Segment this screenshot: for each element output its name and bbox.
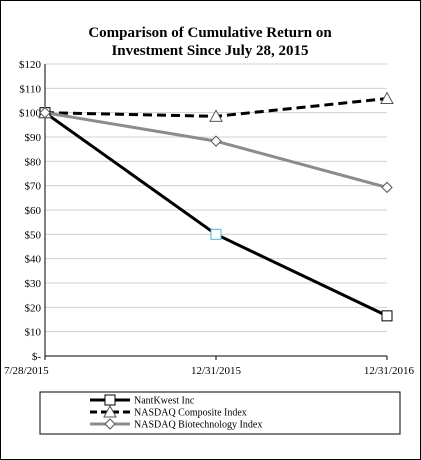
data-point-diamond bbox=[210, 135, 222, 147]
data-point-triangle bbox=[380, 91, 394, 105]
y-tick-label: $40 bbox=[25, 254, 42, 266]
x-tick-label: 7/28/2015 bbox=[4, 365, 49, 377]
legend-marker-square bbox=[104, 394, 116, 406]
axis-layer: $120 $110 $100 $90 $80 $70 $60 $50 $40 $30 $20 $10 $… bbox=[4, 59, 414, 377]
data-point-square bbox=[210, 228, 222, 240]
grid-layer bbox=[45, 63, 387, 357]
y-tick-label: $80 bbox=[25, 156, 42, 168]
chart-title-line-1: Comparison of Cumulative Return on bbox=[88, 25, 332, 41]
y-tick-label: $60 bbox=[25, 205, 42, 217]
data-point-diamond bbox=[381, 181, 393, 194]
data-point-square bbox=[381, 310, 393, 322]
legend-marker-diamond bbox=[104, 418, 116, 430]
y-tick-label: $90 bbox=[25, 132, 42, 144]
series-layer bbox=[38, 91, 394, 322]
y-tick-label: $20 bbox=[25, 302, 42, 314]
legend-marker-triangle bbox=[103, 404, 117, 418]
y-tick-label: $120 bbox=[19, 59, 42, 71]
y-tick-label: $50 bbox=[25, 229, 42, 241]
y-tick-label: $- bbox=[32, 351, 42, 363]
legend-label: NASDAQ Composite Index bbox=[134, 408, 247, 419]
y-tick-label: $110 bbox=[19, 83, 41, 95]
data-point-diamond bbox=[39, 106, 51, 119]
y-tick-label: $70 bbox=[25, 181, 42, 193]
x-tick-label: 12/31/2015 bbox=[191, 365, 242, 377]
y-tick-label: $100 bbox=[19, 108, 42, 120]
legend-label: NantKwest Inc bbox=[134, 396, 195, 407]
data-point-triangle bbox=[209, 109, 223, 122]
y-tick-label: $30 bbox=[25, 278, 42, 290]
y-tick-label: $10 bbox=[25, 327, 42, 339]
legend-label: NASDAQ Biotechnology Index bbox=[134, 420, 262, 431]
x-tick-label: 12/31/2016 bbox=[364, 365, 415, 377]
legend-box bbox=[39, 391, 401, 435]
chart-title-line-2: Investment Since July 28, 2015 bbox=[111, 43, 308, 59]
